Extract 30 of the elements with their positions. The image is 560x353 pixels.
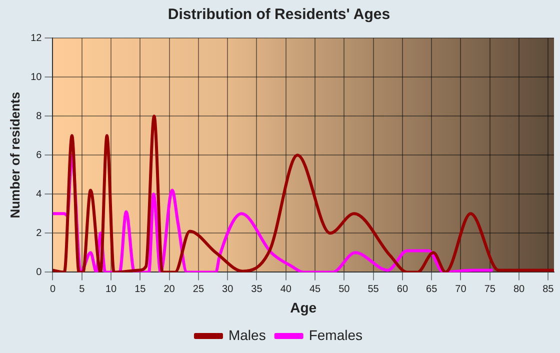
x-tick-label: 30: [222, 284, 234, 295]
x-tick-label: 0: [50, 284, 56, 295]
x-tick-label: 50: [338, 284, 350, 295]
x-tick-label: 45: [309, 284, 322, 295]
x-tick-label: 65: [426, 284, 438, 295]
x-tick-label: 80: [513, 284, 526, 295]
x-tick-label: 5: [79, 284, 86, 295]
x-tick-label: 20: [164, 284, 176, 295]
y-tick-label: 0: [36, 266, 42, 278]
y-tick-label: 12: [30, 32, 42, 44]
x-tick-label: 25: [192, 284, 204, 295]
x-tick-label: 55: [368, 284, 380, 295]
x-tick-label: 40: [280, 284, 292, 295]
y-tick-label: 6: [36, 150, 42, 161]
y-axis-title: Number of residents: [7, 92, 22, 218]
x-tick-label: 85: [542, 284, 554, 295]
x-tick-label: 15: [134, 284, 146, 295]
x-tick-label: 35: [251, 284, 263, 295]
x-tick-label: 75: [484, 284, 496, 295]
chart-title: Distribution of Residents' Ages: [168, 6, 390, 24]
y-tick-label: 2: [36, 228, 42, 239]
y-tick-label: 10: [30, 72, 42, 83]
y-tick-label: 4: [36, 188, 42, 200]
legend-label: Females: [308, 326, 363, 343]
x-axis-title: Age: [290, 299, 317, 316]
x-tick-label: 10: [105, 284, 118, 295]
legend-label: Males: [228, 326, 266, 343]
y-tick-label: 8: [36, 110, 42, 122]
x-tick-label: 60: [396, 284, 408, 295]
x-tick-label: 70: [455, 284, 467, 295]
